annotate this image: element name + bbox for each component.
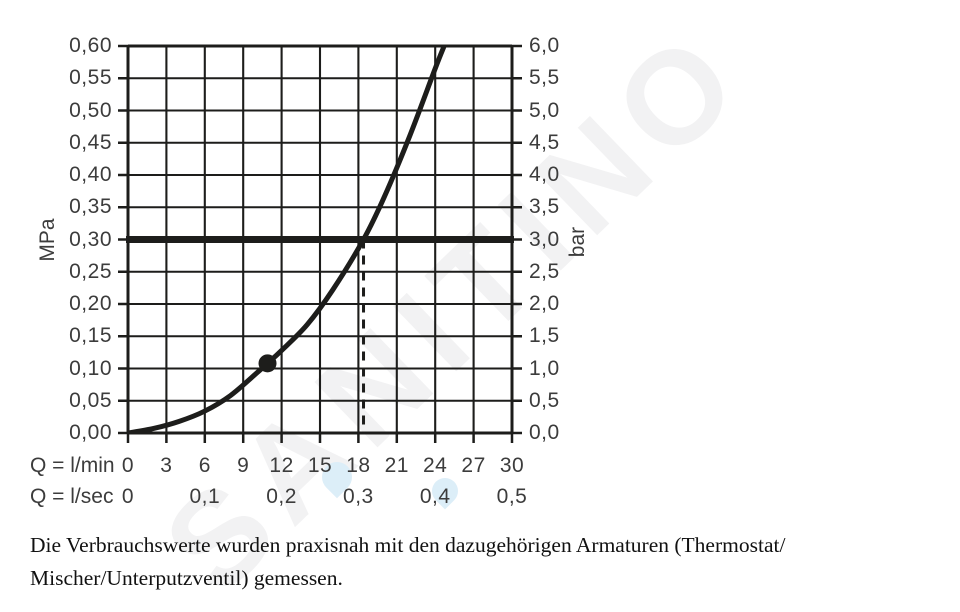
y-left-tick-label: 0,40 bbox=[69, 163, 112, 186]
x-lmin-tick-label: 12 bbox=[269, 454, 294, 477]
y-right-tick-label: 0,5 bbox=[529, 388, 560, 412]
x-lsec-tick-label: 0,4 bbox=[419, 485, 451, 508]
y-left-tick-label: 0,05 bbox=[69, 388, 112, 412]
x-lsec-tick-label: 0,5 bbox=[496, 485, 528, 508]
y-left-tick-label: 0,30 bbox=[69, 227, 112, 251]
y-right-tick-label: 3,0 bbox=[529, 227, 560, 251]
x-lmin-tick-label: 15 bbox=[307, 454, 333, 477]
x-axis-lsec-label: Q = l/sec bbox=[30, 485, 114, 508]
y-left-tick-label: 0,50 bbox=[69, 98, 112, 122]
y-right-tick-label: 2,5 bbox=[529, 259, 560, 283]
caption-line-1: Die Verbrauchswerte wurden praxisnah mit… bbox=[30, 533, 786, 557]
caption: Die Verbrauchswerte wurden praxisnah mit… bbox=[30, 529, 940, 595]
y-right-tick-label: 0,0 bbox=[529, 421, 560, 444]
x-lmin-tick-label: 9 bbox=[237, 454, 250, 477]
x-lmin-tick-label: 21 bbox=[384, 454, 409, 477]
operating-point-marker bbox=[258, 354, 277, 373]
x-lsec-tick-label: 0,1 bbox=[189, 485, 221, 508]
y-right-tick-label: 6,0 bbox=[529, 34, 560, 57]
x-lsec-tick-label: 0,3 bbox=[343, 485, 374, 508]
x-lmin-tick-label: 6 bbox=[198, 454, 211, 477]
y-left-tick-label: 0,35 bbox=[69, 195, 112, 219]
x-lmin-tick-label: 24 bbox=[423, 454, 448, 477]
y-left-tick-label: 0,15 bbox=[69, 324, 112, 348]
x-lmin-tick-label: 0 bbox=[121, 454, 135, 477]
x-lmin-tick-label: 30 bbox=[499, 454, 525, 477]
y-right-tick-label: 4,5 bbox=[529, 130, 560, 154]
y-left-tick-label: 0,45 bbox=[69, 130, 112, 154]
x-lsec-tick-label: 0,2 bbox=[266, 485, 297, 508]
y-right-tick-label: 4,0 bbox=[529, 163, 560, 186]
y-left-tick-label: 0,00 bbox=[69, 421, 112, 444]
x-axis-lmin-label: Q = l/min bbox=[30, 454, 115, 477]
y-right-tick-label: 1,5 bbox=[529, 324, 560, 348]
x-lmin-tick-label: 3 bbox=[160, 454, 173, 477]
y-left-tick-label: 0,25 bbox=[69, 259, 112, 283]
x-lmin-tick-label: 18 bbox=[346, 454, 371, 477]
y-left-tick-label: 0,10 bbox=[69, 356, 112, 380]
x-lsec-tick-label: 0 bbox=[121, 485, 135, 508]
y-right-tick-label: 5,0 bbox=[529, 98, 560, 122]
y-left-tick-label: 0,55 bbox=[69, 66, 112, 90]
y-right-tick-label: 2,0 bbox=[529, 292, 560, 315]
y-right-tick-label: 3,5 bbox=[529, 195, 560, 219]
flow-pressure-curve bbox=[128, 46, 447, 433]
y-right-tick-label: 5,5 bbox=[529, 66, 560, 90]
y-right-tick-label: 1,0 bbox=[529, 356, 560, 380]
y-left-tick-label: 0,20 bbox=[69, 292, 112, 315]
x-lmin-tick-label: 27 bbox=[461, 454, 486, 477]
y-left-tick-label: 0,60 bbox=[69, 34, 112, 57]
caption-line-2: Mischer/Unterputzventil) gemessen. bbox=[30, 566, 343, 590]
